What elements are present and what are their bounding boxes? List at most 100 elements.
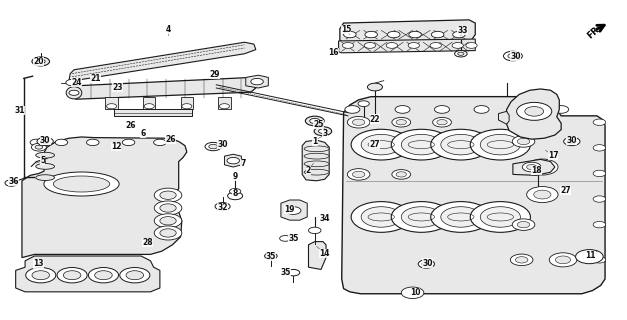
Circle shape <box>593 196 606 202</box>
Circle shape <box>514 106 529 113</box>
Text: 16: 16 <box>329 48 339 57</box>
Circle shape <box>361 207 401 227</box>
Circle shape <box>280 236 291 241</box>
Text: 31: 31 <box>15 106 25 115</box>
Circle shape <box>36 59 45 64</box>
Circle shape <box>512 136 535 147</box>
Text: 24: 24 <box>71 78 82 87</box>
Circle shape <box>182 104 192 109</box>
Circle shape <box>480 207 520 227</box>
Circle shape <box>160 204 176 212</box>
Circle shape <box>549 253 577 267</box>
Text: 32: 32 <box>218 203 228 212</box>
Circle shape <box>251 78 263 85</box>
Polygon shape <box>246 75 268 88</box>
Ellipse shape <box>66 87 82 99</box>
Circle shape <box>593 119 606 125</box>
Polygon shape <box>22 137 187 258</box>
Circle shape <box>532 166 544 172</box>
Circle shape <box>126 271 144 280</box>
Polygon shape <box>224 154 241 167</box>
Circle shape <box>5 180 18 186</box>
Bar <box>105 97 118 109</box>
Circle shape <box>351 202 411 232</box>
Circle shape <box>32 57 50 66</box>
Circle shape <box>55 139 68 146</box>
Text: 4: 4 <box>166 25 171 34</box>
Circle shape <box>480 134 520 155</box>
Circle shape <box>593 257 606 263</box>
Circle shape <box>554 106 569 113</box>
Ellipse shape <box>304 153 329 159</box>
Circle shape <box>433 117 451 127</box>
Text: 30: 30 <box>567 136 577 145</box>
Circle shape <box>344 31 356 38</box>
Circle shape <box>441 207 481 227</box>
Circle shape <box>517 102 552 120</box>
Ellipse shape <box>36 175 55 180</box>
Circle shape <box>391 202 451 232</box>
Circle shape <box>35 145 43 149</box>
Circle shape <box>95 271 112 280</box>
Circle shape <box>228 192 243 200</box>
Circle shape <box>308 227 321 234</box>
Circle shape <box>364 43 376 48</box>
Circle shape <box>32 271 50 280</box>
Text: 8: 8 <box>233 189 238 198</box>
Circle shape <box>310 118 320 124</box>
Text: 13: 13 <box>34 260 44 268</box>
Polygon shape <box>498 111 509 124</box>
Circle shape <box>63 271 81 280</box>
Circle shape <box>144 104 154 109</box>
Ellipse shape <box>53 176 110 192</box>
Circle shape <box>314 127 332 136</box>
Circle shape <box>31 143 46 151</box>
Circle shape <box>367 83 382 91</box>
Circle shape <box>347 169 370 180</box>
Circle shape <box>352 171 365 178</box>
Circle shape <box>435 106 450 113</box>
Text: 2: 2 <box>306 166 311 175</box>
Circle shape <box>508 53 518 59</box>
Circle shape <box>534 163 551 172</box>
Circle shape <box>347 116 370 128</box>
Circle shape <box>470 202 530 232</box>
Circle shape <box>522 162 541 172</box>
Circle shape <box>342 43 354 48</box>
Circle shape <box>345 106 360 113</box>
Circle shape <box>229 188 241 194</box>
Circle shape <box>287 269 300 276</box>
Circle shape <box>305 116 324 126</box>
Circle shape <box>265 253 277 259</box>
Circle shape <box>154 201 182 215</box>
Bar <box>218 97 231 109</box>
Circle shape <box>431 202 491 232</box>
Circle shape <box>431 31 444 38</box>
Circle shape <box>422 262 431 266</box>
Bar <box>143 97 155 109</box>
Circle shape <box>593 170 606 177</box>
Circle shape <box>395 106 410 113</box>
Text: 21: 21 <box>90 74 100 83</box>
Circle shape <box>391 129 451 160</box>
Polygon shape <box>339 39 475 53</box>
Text: 28: 28 <box>142 238 152 247</box>
Circle shape <box>352 119 365 125</box>
Circle shape <box>154 214 182 228</box>
Circle shape <box>26 268 56 283</box>
Circle shape <box>441 134 481 155</box>
Circle shape <box>286 207 301 214</box>
Text: 34: 34 <box>320 214 330 223</box>
Text: FR.: FR. <box>586 22 604 40</box>
Circle shape <box>564 137 580 146</box>
Circle shape <box>351 129 411 160</box>
Circle shape <box>392 170 411 179</box>
Circle shape <box>88 268 119 283</box>
Text: 30: 30 <box>40 136 50 145</box>
Circle shape <box>401 287 424 299</box>
Text: 20: 20 <box>34 57 44 66</box>
Text: 29: 29 <box>209 70 219 79</box>
Text: 19: 19 <box>285 205 295 214</box>
Circle shape <box>154 226 182 240</box>
Text: 26: 26 <box>125 121 135 130</box>
